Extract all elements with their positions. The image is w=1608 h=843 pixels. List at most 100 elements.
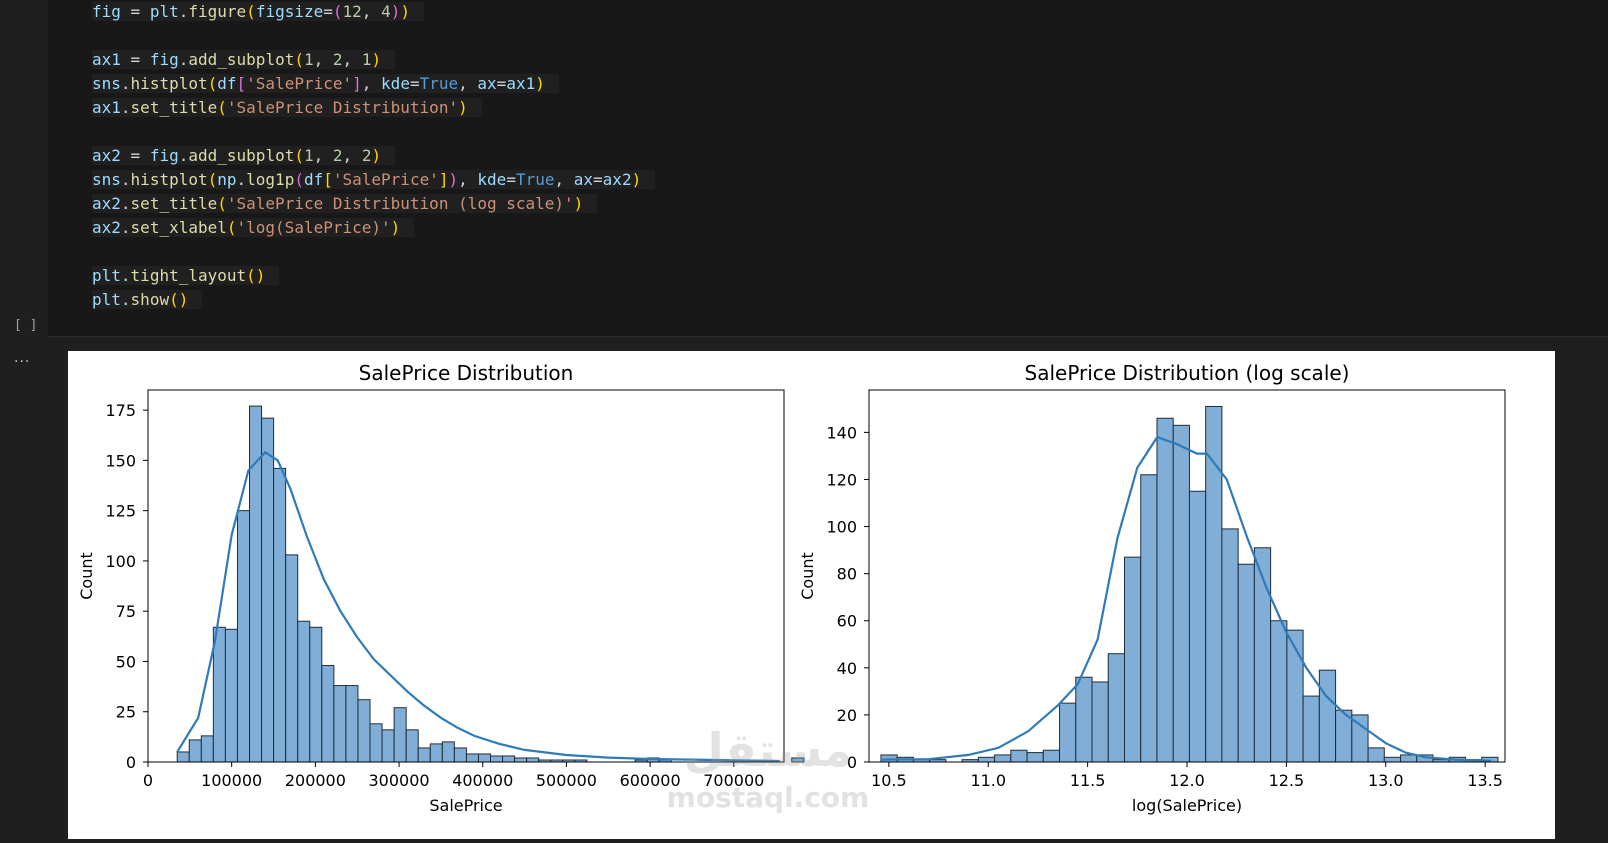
histogram-bar [417,747,431,763]
histogram-bar [273,467,287,763]
y-tick-label: 100 [826,518,857,537]
watermark: مستقل mostaql.com [667,723,870,814]
watermark-latin: mostaql.com [667,781,870,814]
histogram-bar [1302,695,1320,763]
histogram-bar [176,751,190,763]
histogram-bar [1270,620,1288,763]
histogram-bar [212,626,226,763]
chart-title: SalePrice Distribution (log scale) [1025,361,1350,385]
x-tick-label: 11.0 [970,771,1006,790]
y-tick-label: 25 [116,703,136,722]
x-tick-label: 200000 [285,771,346,790]
histogram-bar [369,723,383,763]
histogram-bar [1400,754,1418,763]
histogram-bar [1237,563,1255,763]
x-tick-label: 600000 [620,771,681,790]
histogram-bar [441,741,455,763]
x-tick-label: 400000 [452,771,513,790]
x-axis-label: SalePrice [429,796,502,815]
histogram-bar [490,755,504,763]
code-line: plt.tight_layout() [92,264,655,288]
histogram-bar [200,735,214,763]
histogram-bar [321,664,335,763]
x-tick-label: 500000 [536,771,597,790]
x-tick-label: 13.0 [1368,771,1404,790]
x-tick-label: 10.5 [871,771,907,790]
subplot-log-saleprice: 10.5 11.0 11.5 12.0 12.5 13.0 13.5 0 20 40 60 80 100… [798,361,1506,815]
histogram-bar [261,417,275,763]
execution-count[interactable]: [ ] [14,318,38,333]
kde-line [176,450,780,763]
y-tick-label: 120 [826,470,857,489]
histogram-bar [1140,474,1158,763]
histogram-bar [393,707,407,763]
code-line [92,120,655,144]
x-tick-label: 700000 [703,771,764,790]
histogram-bar [1026,752,1044,763]
x-axis-label: log(SalePrice) [1132,796,1242,815]
histogram-bar [1367,747,1385,763]
histogram-bar [1042,749,1061,763]
histogram-bar [465,753,479,763]
histogram-bar [357,699,371,763]
y-tick-label: 20 [837,706,857,725]
histogram-bar [1010,749,1028,763]
histogram-bar [345,685,359,763]
code-line [92,240,655,264]
y-tick-label: 0 [126,753,136,772]
histogram-bar [514,757,528,763]
y-tick-label: 40 [837,659,857,678]
output-menu-button[interactable]: ... [14,350,31,366]
histogram-bar [297,620,311,763]
y-tick-label: 80 [837,565,857,584]
y-tick-label: 125 [105,502,136,521]
x-tick-label: 11.5 [1070,771,1106,790]
code-line: plt.show() [92,288,655,312]
histogram-bar [1172,424,1190,763]
y-tick-label: 140 [826,423,857,442]
histogram-bar [333,685,347,763]
x-tick-label: 300000 [369,771,430,790]
code-editor[interactable]: fig = plt.figure(figsize=(12, 4)) ax1 = f… [92,0,656,312]
histogram-bar [285,554,299,763]
code-line: ax2 = fig.add_subplot(1, 2, 2) [92,144,655,168]
y-tick-label: 100 [105,552,136,571]
y-axis-label: Count [798,552,817,600]
code-line: ax2.set_xlabel('log(SalePrice)') [92,216,655,240]
y-tick-label: 60 [837,612,857,631]
y-tick-label: 50 [116,652,136,671]
histogram-bar [1091,681,1109,763]
histogram-bar [405,729,419,763]
y-tick-label: 175 [105,401,136,420]
histogram-bar [1318,669,1337,763]
histogram-bar [1075,676,1093,763]
histogram-bar [188,739,202,763]
histogram-bar [502,755,516,763]
axes-frame [147,389,785,763]
watermark-arabic: مستقل [684,723,852,777]
histogram-bar [453,747,467,763]
histogram-bar [1156,417,1174,763]
histogram-bar [1221,528,1239,763]
figure: 0 100000 200000 300000 400000 500000 600000 700… [77,361,1506,815]
code-line: ax2.set_title('SalePrice Distribution (l… [92,192,655,216]
x-tick-label: 100000 [201,771,262,790]
code-line: fig = plt.figure(figsize=(12, 4)) [92,0,655,24]
y-axis-label: Count [77,552,96,600]
histogram-bar [1188,490,1207,763]
y-tick-label: 75 [116,602,136,621]
y-tick-label: 0 [847,753,857,772]
histogram-bar [381,729,395,763]
histogram-bar [526,757,540,763]
histogram-bar [1059,702,1077,763]
histogram-bar [236,510,251,763]
histogram-bar [1123,556,1142,763]
histogram-bar [309,626,323,763]
x-tick-label: 0 [143,771,153,790]
histogram-bar [1383,756,1402,763]
histogram-bar [1205,405,1223,763]
code-line: sns.histplot(np.log1p(df['SalePrice']), … [92,168,656,192]
code-line: ax1.set_title('SalePrice Distribution') [92,96,655,120]
code-line: sns.histplot(df['SalePrice'], kde=True, … [92,72,655,96]
code-line: ax1 = fig.add_subplot(1, 2, 1) [92,48,655,72]
